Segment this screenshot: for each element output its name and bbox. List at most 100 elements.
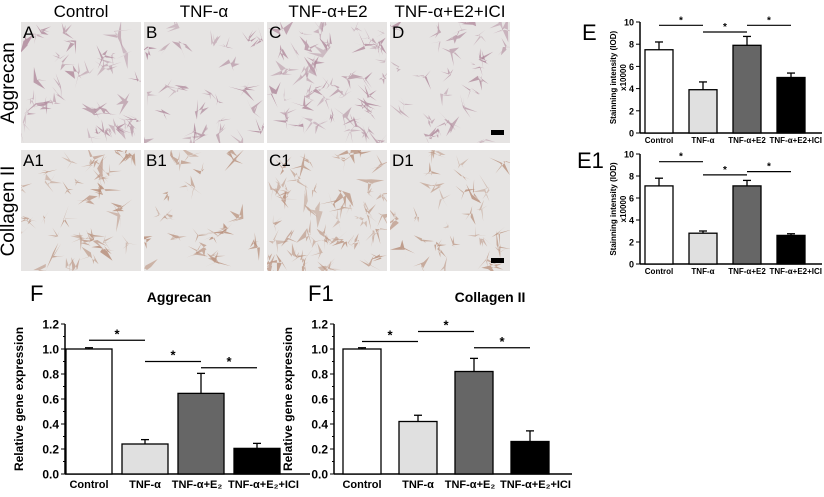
cell-shape bbox=[303, 184, 308, 213]
cell-shape bbox=[370, 253, 387, 262]
x-tick-label: TNF-α+E₂ bbox=[445, 479, 496, 491]
significance-mark: * bbox=[679, 152, 683, 163]
cell-shape bbox=[292, 64, 315, 86]
cell-shape bbox=[94, 126, 102, 135]
cell-shape bbox=[479, 237, 492, 247]
cell-shape bbox=[315, 22, 327, 36]
cell-shape bbox=[179, 185, 189, 192]
y-tick-label: 0.8 bbox=[311, 368, 328, 382]
cell-shape bbox=[277, 181, 290, 197]
bar bbox=[233, 447, 281, 475]
cell-shape bbox=[477, 250, 498, 270]
cell-shape bbox=[154, 109, 171, 121]
cell-shape bbox=[476, 138, 496, 143]
cell-shape bbox=[413, 206, 419, 223]
cell-shape bbox=[25, 89, 36, 109]
y-axis-label: Relative gene expression bbox=[281, 327, 295, 471]
micrograph-image bbox=[21, 150, 139, 271]
x-tick-label: TNF-α+E2 bbox=[728, 136, 766, 145]
cell-shape bbox=[437, 188, 451, 211]
cell-shape bbox=[309, 235, 323, 250]
cell-shape bbox=[435, 109, 456, 131]
micrograph-image bbox=[144, 150, 260, 271]
cell-shape bbox=[354, 95, 367, 110]
cell-shape bbox=[446, 116, 462, 137]
cell-shape bbox=[274, 156, 292, 175]
cell-shape bbox=[376, 28, 385, 38]
cell-shape bbox=[317, 258, 337, 271]
bar bbox=[177, 392, 225, 475]
y-tick-label: 0.4 bbox=[42, 418, 59, 432]
bar bbox=[688, 232, 718, 265]
cell-shape bbox=[437, 242, 447, 258]
cell-shape bbox=[440, 67, 454, 82]
cell-shape bbox=[192, 242, 207, 257]
panel-label: B bbox=[146, 23, 158, 42]
cell-shape bbox=[286, 243, 297, 258]
bar bbox=[688, 89, 718, 134]
x-tick-label: Control bbox=[645, 136, 673, 145]
micrograph-panel: A1 bbox=[21, 150, 141, 271]
cell-shape bbox=[224, 150, 244, 172]
cell-shape bbox=[218, 56, 240, 72]
cell-shape bbox=[316, 228, 335, 244]
cell-shape bbox=[88, 150, 106, 169]
cell-shape bbox=[144, 259, 158, 271]
cell-shape bbox=[304, 83, 318, 102]
cell-shape bbox=[329, 107, 335, 124]
significance-mark: * bbox=[679, 15, 683, 26]
y-tick-label: 1.0 bbox=[42, 343, 59, 357]
cell-shape bbox=[247, 232, 260, 261]
column-title-tnf-e2: TNF-α+E2 bbox=[288, 2, 368, 21]
cell-shape bbox=[144, 136, 154, 143]
cell-shape bbox=[281, 229, 298, 247]
cell-shape bbox=[478, 48, 494, 69]
cell-shape bbox=[215, 93, 224, 106]
cell-shape bbox=[494, 243, 506, 258]
cell-shape bbox=[290, 41, 300, 62]
micrograph-panel: B1 bbox=[144, 150, 264, 271]
cell-shape bbox=[434, 239, 447, 252]
cell-shape bbox=[413, 235, 435, 244]
cell-shape bbox=[62, 181, 74, 195]
cell-shape bbox=[227, 203, 244, 223]
cell-shape bbox=[80, 158, 94, 173]
cell-shape bbox=[374, 57, 386, 64]
cell-shape bbox=[445, 31, 467, 44]
cell-shape bbox=[375, 192, 387, 202]
significance-mark: * bbox=[170, 348, 176, 363]
cell-shape bbox=[359, 255, 382, 271]
cell-shape bbox=[449, 235, 461, 249]
cell-shape bbox=[246, 118, 264, 135]
y-axis-label: Stainning intensity (IOD) bbox=[609, 162, 618, 256]
cell-shape bbox=[246, 98, 263, 119]
cell-shape bbox=[290, 94, 315, 111]
cell-shape bbox=[390, 22, 407, 33]
micrograph-panel: B bbox=[144, 22, 264, 143]
cell-shape bbox=[347, 234, 355, 248]
cell-shape bbox=[279, 107, 297, 122]
cell-shape bbox=[144, 46, 157, 61]
cell-shape bbox=[22, 112, 31, 133]
y-tick-label: 0.0 bbox=[311, 468, 328, 482]
bar bbox=[121, 443, 169, 475]
micrograph-image bbox=[267, 150, 387, 271]
cell-shape bbox=[310, 242, 323, 260]
y-axis-label: Stainning intensity (IOD) bbox=[609, 31, 618, 125]
cell-shape bbox=[299, 153, 314, 169]
panel-label: B1 bbox=[146, 151, 167, 170]
y-tick-label: 6 bbox=[629, 194, 634, 204]
cell-shape bbox=[422, 112, 436, 128]
bar bbox=[342, 348, 382, 475]
column-title-control: Control bbox=[53, 2, 109, 21]
cell-shape bbox=[411, 70, 432, 90]
cell-shape bbox=[466, 179, 482, 204]
micrograph-image bbox=[390, 22, 510, 143]
cell-shape bbox=[144, 235, 153, 249]
cell-shape bbox=[316, 95, 331, 111]
x-tick-label: TNF-α+E₂ bbox=[172, 479, 223, 491]
cell-shape bbox=[194, 99, 209, 120]
cell-shape bbox=[170, 150, 177, 166]
cell-shape bbox=[306, 43, 332, 58]
micrograph-image bbox=[390, 150, 510, 271]
